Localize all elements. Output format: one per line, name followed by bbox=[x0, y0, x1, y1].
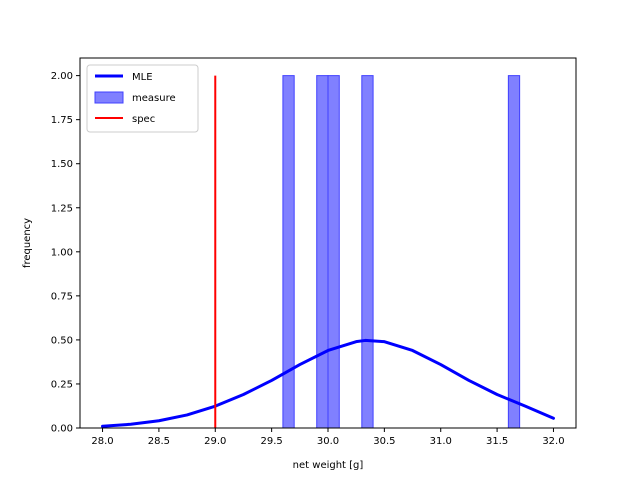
x-axis: 28.0 28.5 29.0 29.5 30.0 30.5 31.0 31.5 32.0 bbox=[91, 428, 565, 447]
legend-label-spec: spec bbox=[132, 114, 155, 125]
y-tick-label: 0.75 bbox=[51, 291, 73, 302]
y-tick-label: 2.00 bbox=[51, 71, 73, 82]
x-axis-label: net weight [g] bbox=[293, 460, 364, 471]
x-tick-label: 31.5 bbox=[486, 436, 508, 447]
y-tick-label: 1.00 bbox=[51, 247, 73, 258]
histogram-bar bbox=[507, 75, 521, 429]
y-tick-label: 1.25 bbox=[51, 203, 73, 214]
y-axis: 0.00 0.25 0.50 0.75 1.00 1.25 1.50 1.75 2.00 bbox=[51, 71, 80, 435]
histogram-bar bbox=[361, 75, 374, 429]
x-tick-label: 30.0 bbox=[317, 436, 339, 447]
histogram-bar bbox=[316, 75, 329, 429]
x-tick-label: 32.0 bbox=[542, 436, 564, 447]
histogram-bar bbox=[282, 75, 295, 429]
legend-label-measure: measure bbox=[132, 93, 176, 104]
x-tick-label: 28.5 bbox=[148, 436, 170, 447]
y-tick-label: 0.00 bbox=[51, 424, 73, 435]
x-tick-label: 30.5 bbox=[373, 436, 395, 447]
series-lines bbox=[101, 75, 555, 428]
legend-box bbox=[86, 64, 199, 133]
x-tick-label: 28.0 bbox=[91, 436, 113, 447]
legend-swatch-measure bbox=[94, 91, 124, 104]
y-tick-label: 1.75 bbox=[51, 115, 73, 126]
mle-curve-line bbox=[101, 338, 555, 428]
x-tick-label: 29.0 bbox=[204, 436, 226, 447]
histogram-bar bbox=[327, 75, 340, 429]
y-tick-label: 1.50 bbox=[51, 159, 73, 170]
legend: MLE measure spec bbox=[86, 64, 199, 133]
legend-label-mle: MLE bbox=[132, 72, 153, 83]
x-tick-label: 31.0 bbox=[430, 436, 452, 447]
y-axis-label: frequency bbox=[22, 218, 33, 268]
x-tick-label: 29.5 bbox=[261, 436, 283, 447]
y-tick-label: 0.25 bbox=[51, 379, 73, 390]
y-tick-label: 0.50 bbox=[51, 335, 73, 346]
